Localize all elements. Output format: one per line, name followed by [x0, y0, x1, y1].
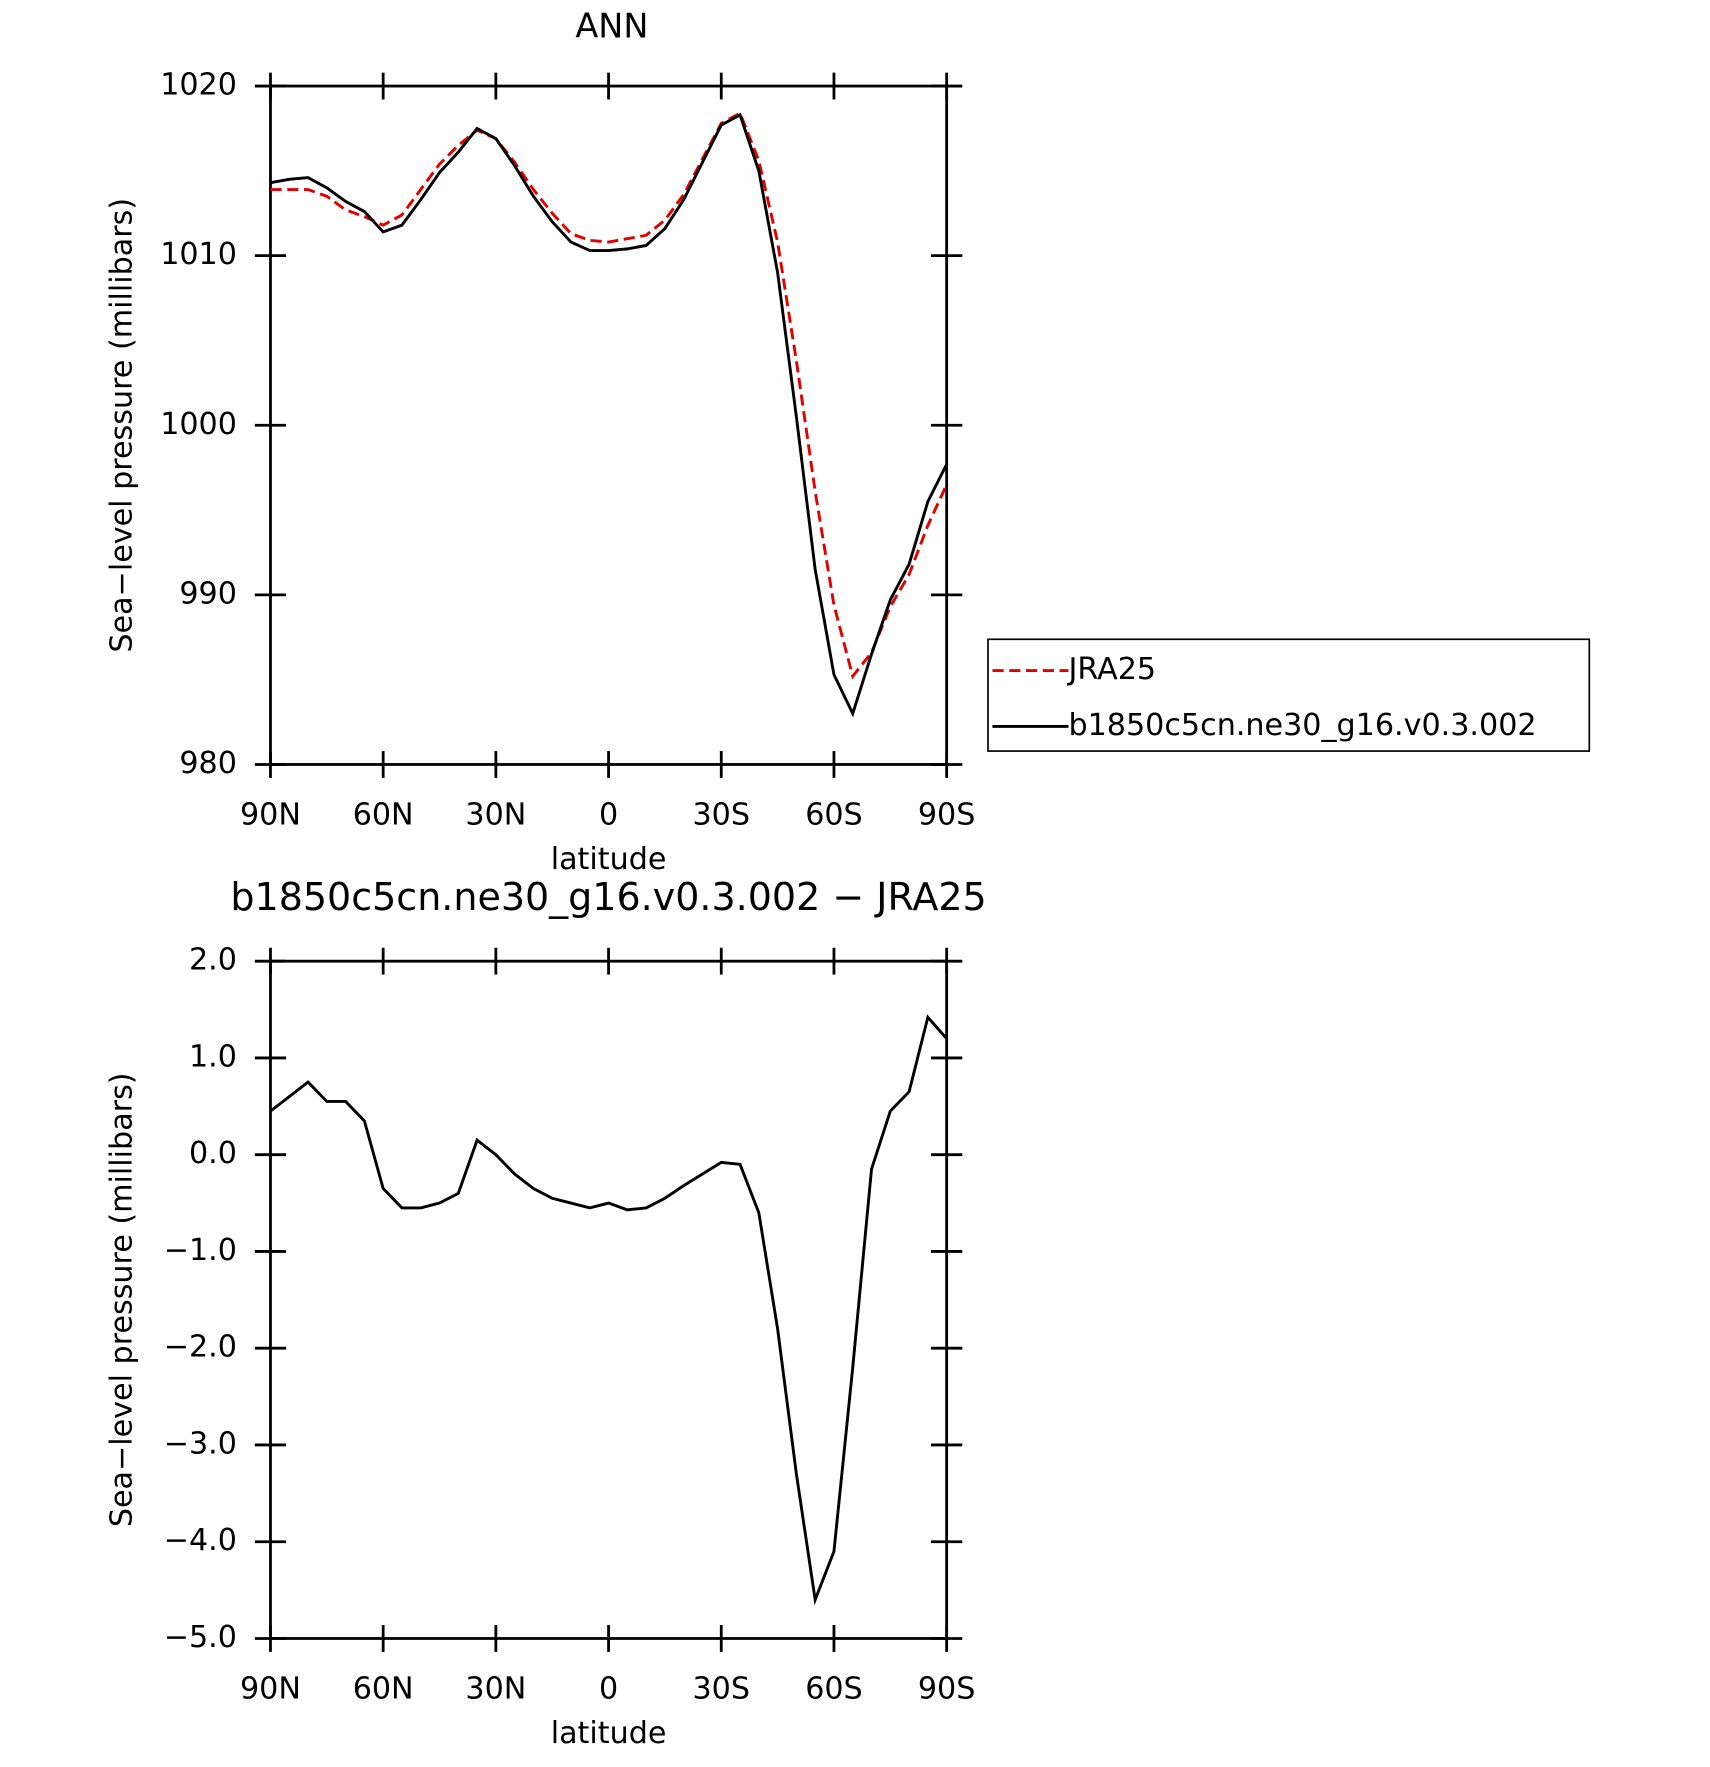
chart-title: ANN [575, 6, 648, 45]
y-tick-label: −4.0 [164, 1523, 237, 1558]
data-line [270, 112, 948, 718]
legend-label: b1850c5cn.ne30_g16.v0.3.002 [1068, 708, 1536, 743]
y-tick-label: 0.0 [189, 1136, 237, 1171]
y-tick-label: −2.0 [164, 1330, 237, 1365]
data-line [269, 1014, 948, 1606]
y-axis-label: Sea−level pressure (millibars) [104, 1072, 139, 1527]
x-tick-label: 90S [918, 797, 976, 832]
x-tick-label: 90S [918, 1671, 976, 1706]
x-tick-label: 30S [692, 1671, 750, 1706]
x-tick-label: 30N [465, 1671, 526, 1706]
y-axis-label: Sea−level pressure (millibars) [104, 198, 139, 653]
x-tick-label: 0 [599, 1671, 618, 1706]
y-tick-label: 2.0 [189, 943, 237, 978]
y-tick-label: 1.0 [189, 1039, 237, 1074]
y-tick-label: −3.0 [164, 1426, 237, 1461]
data-line [270, 111, 948, 680]
y-tick-label: 1010 [160, 237, 237, 272]
x-tick-label: 0 [599, 797, 618, 832]
plot-frame [269, 959, 949, 1640]
plot-frame [269, 84, 949, 766]
y-tick-label: −1.0 [164, 1233, 237, 1268]
y-tick-label: 990 [179, 576, 237, 611]
y-tick-label: 1000 [160, 407, 237, 442]
y-tick-label: 980 [179, 746, 237, 781]
x-tick-label: 60N [353, 797, 414, 832]
y-tick-label: 1020 [160, 68, 237, 103]
x-tick-label: 90N [240, 797, 301, 832]
legend-box [987, 638, 1591, 752]
legend-label: JRA25 [1066, 652, 1156, 687]
x-tick-label: 60S [805, 797, 863, 832]
x-tick-label: 30S [692, 797, 750, 832]
x-tick-label: 60N [353, 1671, 414, 1706]
chart-title: b1850c5cn.ne30_g16.v0.3.002 − JRA25 [230, 875, 986, 919]
x-axis-label: latitude [551, 1716, 667, 1751]
x-tick-label: 90N [240, 1671, 301, 1706]
y-tick-label: −5.0 [164, 1620, 237, 1655]
x-tick-label: 30N [465, 797, 526, 832]
x-tick-label: 60S [805, 1671, 863, 1706]
x-axis-label: latitude [551, 842, 667, 877]
